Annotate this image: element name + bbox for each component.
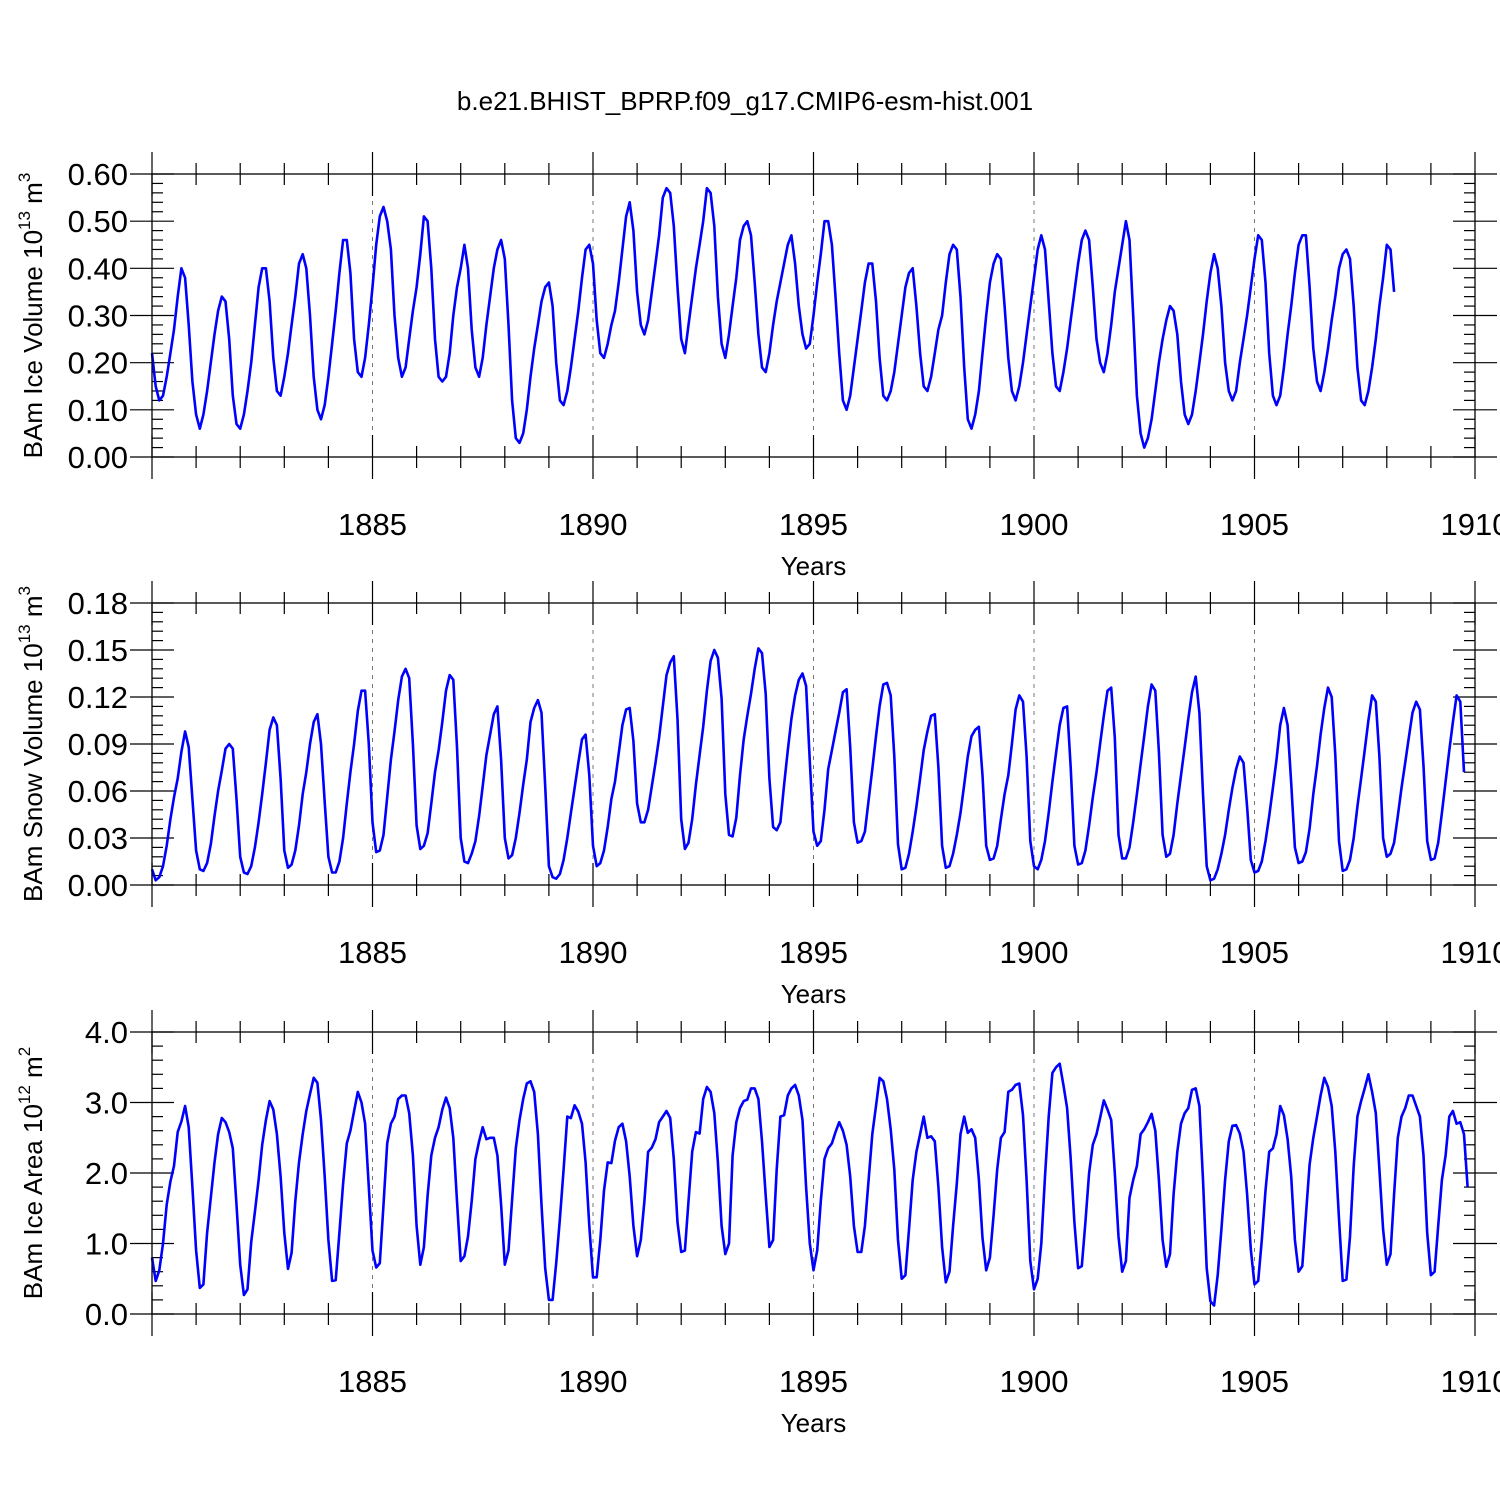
y-tick-label: 0.60 bbox=[68, 157, 128, 192]
plot-frame bbox=[151, 1031, 1476, 1315]
x-tick-label-1885: 1885 bbox=[338, 1364, 407, 1399]
y-axis-label-unit: m bbox=[18, 595, 48, 624]
x-tick-label-1910: 1910 bbox=[1441, 935, 1500, 970]
x-axis-label: Years bbox=[781, 551, 847, 581]
y-tick-label: 0.40 bbox=[68, 251, 128, 286]
y-axis-label-exp: 13 bbox=[15, 624, 34, 643]
y-tick-label: 0.30 bbox=[68, 299, 128, 334]
x-tick-label-1905: 1905 bbox=[1220, 1364, 1289, 1399]
panel-2: 0.00 0.03 0.06 0.09 0.12 0.15 0.18 1885 1890 1895… bbox=[15, 581, 1500, 1009]
y-tick-label: 0.20 bbox=[68, 346, 128, 381]
y-tick-label: 0.12 bbox=[68, 680, 128, 715]
y-tick-label: 0.03 bbox=[68, 821, 128, 856]
series-line-2 bbox=[150, 647, 1466, 882]
y-axis-label-exp: 12 bbox=[15, 1085, 34, 1104]
x-axis-label: Years bbox=[781, 1408, 847, 1438]
plot-frame bbox=[151, 602, 1476, 886]
y-axis-label-text: BAm Ice Area 10 bbox=[18, 1104, 48, 1299]
x-tick-label-1900: 1900 bbox=[1000, 935, 1069, 970]
y-axis-label-unit: m bbox=[18, 182, 48, 211]
series-line-3 bbox=[150, 1062, 1469, 1307]
y-tick-label: 0.06 bbox=[68, 774, 128, 809]
x-tick-label-1905: 1905 bbox=[1220, 507, 1289, 542]
x-tick-label-1890: 1890 bbox=[559, 507, 628, 542]
y-tick-label: 0.0 bbox=[85, 1297, 128, 1332]
y-axis-label-unit-exp: 2 bbox=[15, 1047, 34, 1056]
y-tick-label: 3.0 bbox=[85, 1086, 128, 1121]
x-tick-label-1910: 1910 bbox=[1441, 1364, 1500, 1399]
y-tick-label: 0.00 bbox=[68, 440, 128, 475]
y-axis-label-exp: 13 bbox=[15, 211, 34, 230]
x-tick-label-1890: 1890 bbox=[559, 1364, 628, 1399]
y-tick-label: 0.00 bbox=[68, 868, 128, 903]
y-tick-label: 0.10 bbox=[68, 393, 128, 428]
x-tick-label-1900: 1900 bbox=[1000, 507, 1069, 542]
panel-3: 0.0 1.0 2.0 3.0 4.0 1885 1890 1895 1900 1905 1910 Y… bbox=[15, 1010, 1500, 1438]
y-tick-label: 0.09 bbox=[68, 727, 128, 762]
x-tick-label-1895: 1895 bbox=[779, 1364, 848, 1399]
plot-frame bbox=[151, 173, 1476, 458]
x-tick-label-1910: 1910 bbox=[1441, 507, 1500, 542]
y-tick-label: 1.0 bbox=[85, 1227, 128, 1262]
y-axis-label: BAm Ice Area 1012 m2 bbox=[15, 1047, 48, 1299]
x-tick-label-1900: 1900 bbox=[1000, 1364, 1069, 1399]
x-tick-label-1905: 1905 bbox=[1220, 935, 1289, 970]
y-axis-label-unit-exp: 3 bbox=[15, 586, 34, 595]
x-tick-label-1895: 1895 bbox=[779, 507, 848, 542]
y-axis-label-text: BAm Snow Volume 10 bbox=[18, 643, 48, 902]
y-tick-label: 4.0 bbox=[85, 1015, 128, 1050]
x-axis-label: Years bbox=[781, 979, 847, 1009]
y-axis-label-text: BAm Ice Volume 10 bbox=[18, 230, 48, 458]
y-tick-label: 0.50 bbox=[68, 204, 128, 239]
y-axis-label: BAm Ice Volume 1013 m3 bbox=[15, 173, 48, 459]
x-tick-label-1885: 1885 bbox=[338, 507, 407, 542]
y-axis-label-unit-exp: 3 bbox=[15, 173, 34, 182]
y-axis-label: BAm Snow Volume 1013 m3 bbox=[15, 586, 48, 902]
series-line-1 bbox=[150, 186, 1396, 449]
x-tick-label-1895: 1895 bbox=[779, 935, 848, 970]
panels: 0.00 0.10 0.20 0.30 0.40 0.50 0.60 1885 1890 1895… bbox=[15, 152, 1500, 1438]
chart-title: b.e21.BHIST_BPRP.f09_g17.CMIP6-esm-hist.… bbox=[457, 86, 1033, 116]
y-tick-label: 2.0 bbox=[85, 1156, 128, 1191]
x-tick-label-1885: 1885 bbox=[338, 935, 407, 970]
y-tick-label: 0.18 bbox=[68, 586, 128, 621]
y-tick-label: 0.15 bbox=[68, 633, 128, 668]
y-axis-label-unit: m bbox=[18, 1056, 48, 1085]
x-tick-label-1890: 1890 bbox=[559, 935, 628, 970]
panel-1: 0.00 0.10 0.20 0.30 0.40 0.50 0.60 1885 1890 1895… bbox=[15, 152, 1500, 581]
